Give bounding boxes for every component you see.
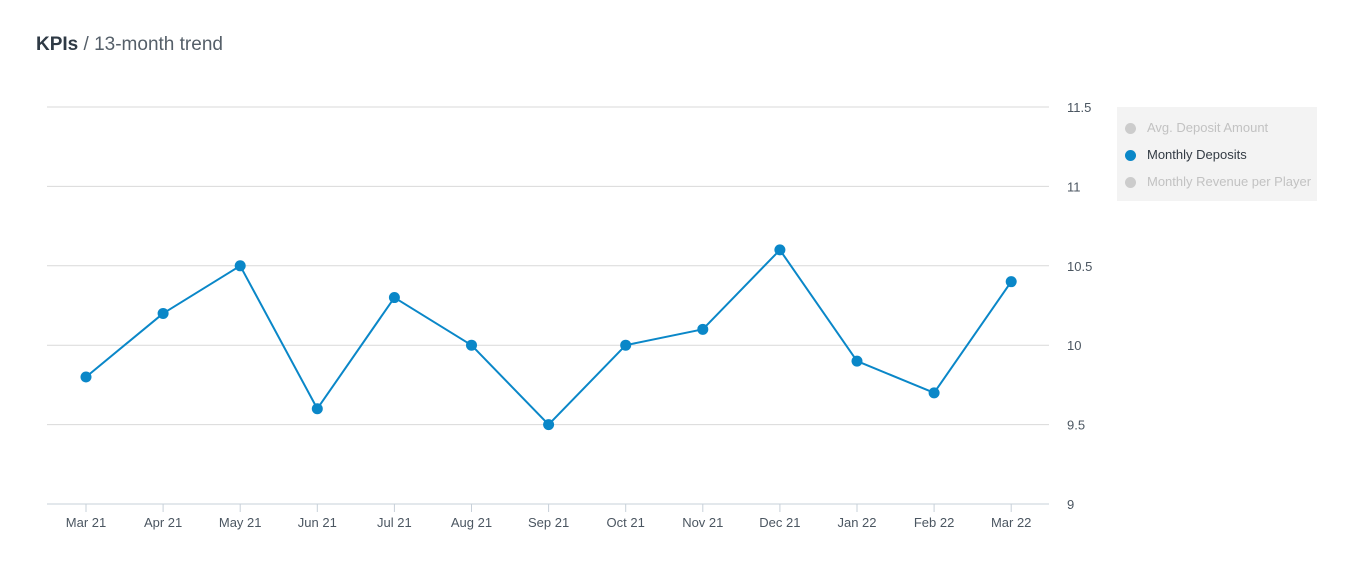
legend-label: Monthly Revenue per Player xyxy=(1147,174,1312,189)
x-tick-label: Sep 21 xyxy=(528,515,569,530)
x-tick-label: Aug 21 xyxy=(451,515,492,530)
y-tick-label: 9.5 xyxy=(1067,418,1085,433)
y-axis-ticks: 9 9.5 10 10.5 11 11.5 xyxy=(1067,100,1092,512)
data-point[interactable] xyxy=(620,339,632,351)
x-tick-label: Jun 21 xyxy=(298,515,337,530)
data-point[interactable] xyxy=(851,355,863,367)
x-tick-label: Jan 22 xyxy=(837,515,876,530)
legend: Avg. Deposit Amount Monthly Deposits Mon… xyxy=(1117,107,1317,201)
x-tick-label: May 21 xyxy=(219,515,262,530)
data-point[interactable] xyxy=(80,371,92,383)
series-monthly-deposits xyxy=(80,244,1017,431)
x-tick-label: Dec 21 xyxy=(759,515,800,530)
grid-lines xyxy=(47,106,1049,426)
legend-dot-icon xyxy=(1125,176,1136,188)
y-tick-label: 10 xyxy=(1067,338,1081,353)
data-point[interactable] xyxy=(311,403,323,415)
x-tick-label: Apr 21 xyxy=(144,515,182,530)
x-tick-label: Jul 21 xyxy=(377,515,412,530)
series-line xyxy=(85,248,1013,426)
header-title-light: 13-month trend xyxy=(94,34,223,55)
legend-dot-icon xyxy=(1125,122,1136,134)
data-point[interactable] xyxy=(697,323,709,335)
data-point[interactable] xyxy=(234,260,246,272)
y-tick-label: 11 xyxy=(1067,179,1081,194)
x-tick-label: Nov 21 xyxy=(682,515,723,530)
x-axis: Mar 21 Apr 21 May 21 Jun 21 Jul 21 Aug 21 Sep … xyxy=(47,503,1049,530)
data-point[interactable] xyxy=(388,292,400,304)
header-title-strong: KPIs xyxy=(36,34,79,55)
x-tick-label: Oct 21 xyxy=(607,515,645,530)
y-tick-label: 11.5 xyxy=(1067,100,1091,115)
data-point[interactable] xyxy=(543,419,555,431)
x-tick-label: Mar 21 xyxy=(66,515,106,530)
header-separator: / xyxy=(78,34,95,55)
legend-item-monthly-revenue-per-player[interactable]: Monthly Revenue per Player xyxy=(1125,172,1311,192)
chart-header: KPIs / 13-month trend xyxy=(36,34,223,56)
data-point[interactable] xyxy=(774,244,786,256)
legend-item-avg-deposit-amount[interactable]: Avg. Deposit Amount xyxy=(1125,118,1268,138)
legend-item-monthly-deposits[interactable]: Monthly Deposits xyxy=(1125,145,1247,165)
legend-label: Avg. Deposit Amount xyxy=(1147,120,1269,135)
legend-dot-icon xyxy=(1125,149,1136,161)
x-tick-label: Feb 22 xyxy=(914,515,954,530)
data-point[interactable] xyxy=(466,339,477,351)
y-tick-label: 9 xyxy=(1067,497,1074,512)
y-tick-label: 10.5 xyxy=(1067,259,1092,274)
data-point[interactable] xyxy=(1005,276,1017,288)
data-point[interactable] xyxy=(928,387,940,399)
legend-label: Monthly Deposits xyxy=(1147,147,1247,162)
data-point[interactable] xyxy=(157,307,169,319)
x-tick-label: Mar 22 xyxy=(991,515,1031,530)
